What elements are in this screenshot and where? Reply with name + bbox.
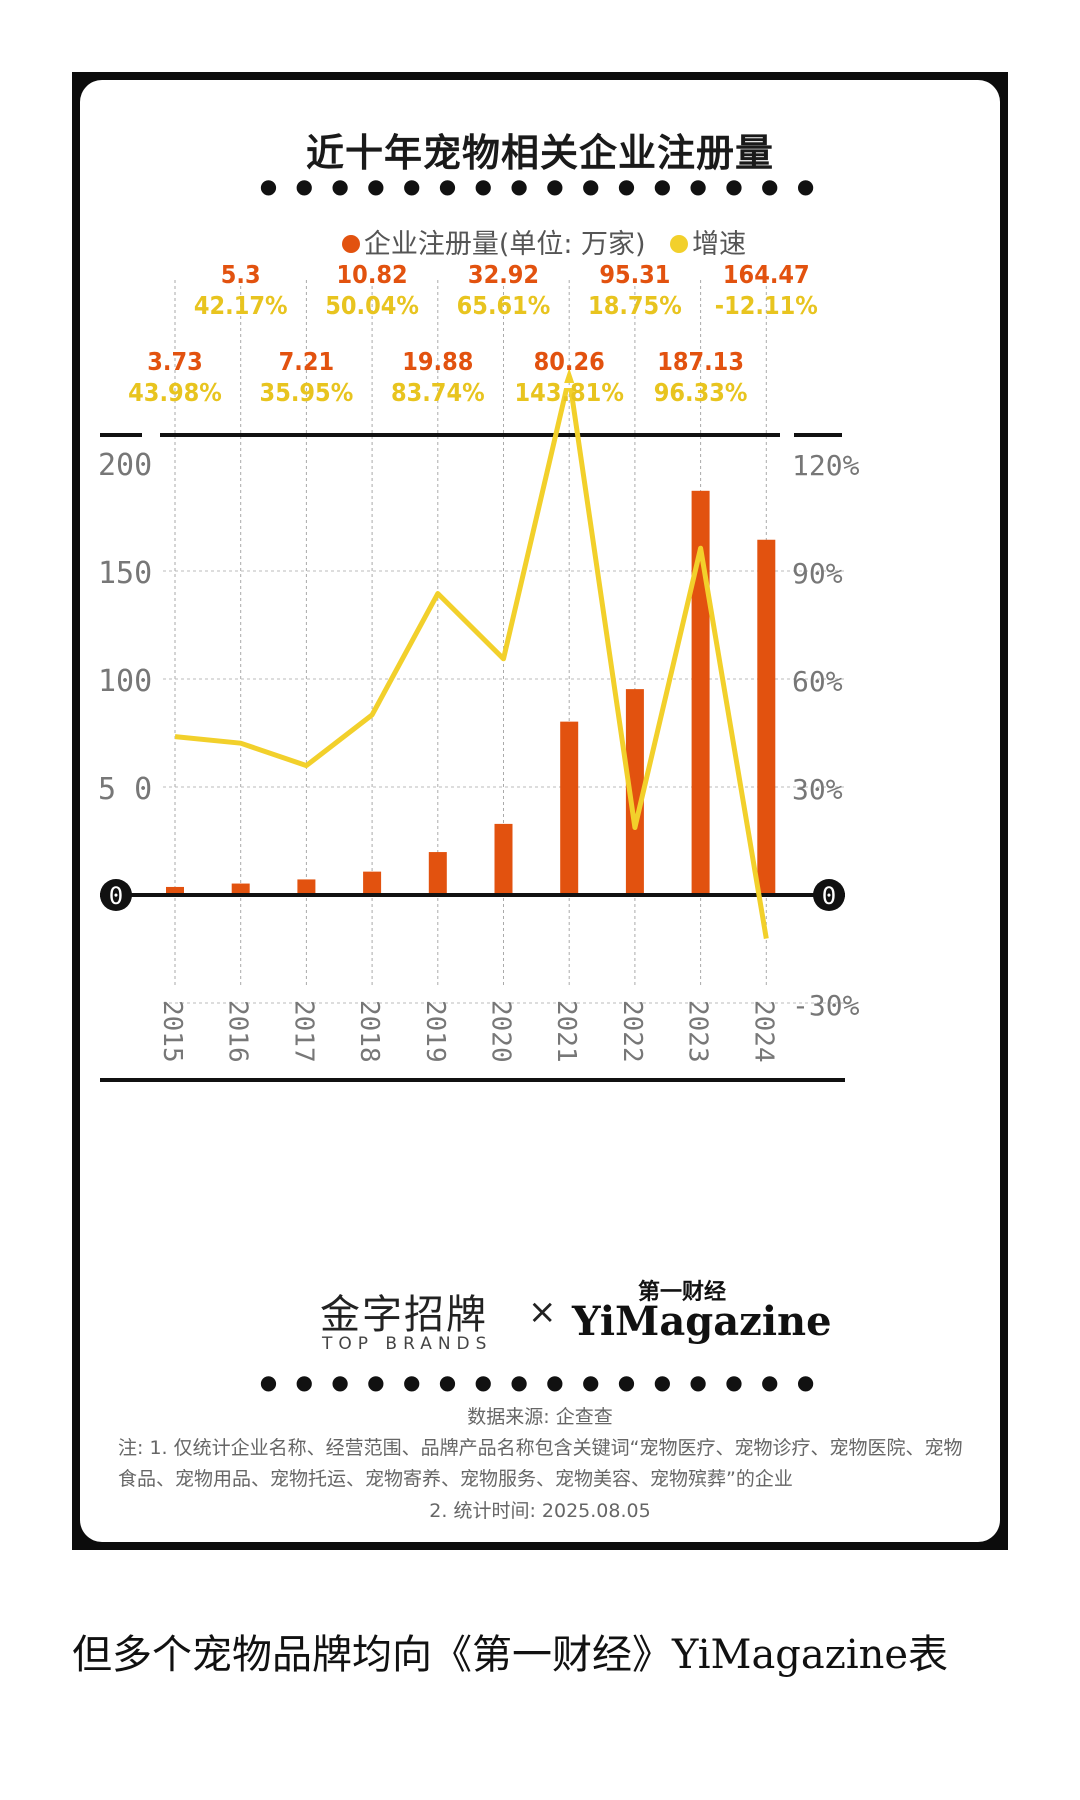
legend-bar-swatch	[341, 234, 360, 253]
bar	[625, 689, 644, 895]
bar-value-label: 5.3	[221, 260, 261, 289]
bar-value-label: 95.31	[599, 260, 670, 289]
bar-value-label: 32.92	[468, 260, 539, 289]
bar-value-label: 164.47	[723, 260, 810, 289]
bar	[691, 490, 710, 895]
chart-card: 近十年宠物相关企业注册量 ● ● ● ● ● ● ● ● ● ● ● ● ● ●…	[80, 80, 1000, 1542]
growth-line	[174, 388, 769, 940]
right-axis-tick: 90%	[792, 557, 843, 590]
bar-value-label: 80.26	[534, 347, 605, 376]
bar	[560, 721, 579, 895]
bar-value-label: 187.13	[657, 347, 744, 376]
growth-value-label: 50.04%	[325, 291, 419, 320]
right-axis-tick: 120%	[792, 449, 860, 482]
left-axis-tick: 200	[98, 448, 152, 483]
brand-cross: ×	[528, 1292, 557, 1332]
legend-line-swatch	[670, 234, 689, 253]
x-axis-label: 2017	[288, 1000, 318, 1063]
growth-value-label: 96.33%	[654, 378, 748, 407]
bar-value-label: 10.82	[337, 260, 408, 289]
legend: 企业注册量(单位: 万家) 增速	[80, 222, 1000, 261]
growth-value-label: 65.61%	[457, 291, 551, 320]
brand-left-en: TOP BRANDS	[322, 1334, 493, 1354]
zero-marker-right	[813, 879, 845, 911]
data-source: 数据来源: 企查查	[467, 1406, 613, 1428]
x-axis-label: 2023	[683, 1000, 713, 1063]
bar	[166, 886, 184, 895]
zero-label-left: 0	[109, 882, 123, 910]
growth-value-label: 83.74%	[391, 378, 485, 407]
bar	[231, 883, 250, 895]
brand-bar: 金字招牌 TOP BRANDS × 第一财经 YiMagazine	[80, 1270, 1000, 1360]
growth-value-label: 18.75%	[588, 291, 682, 320]
left-axis-tick: 150	[98, 556, 152, 591]
legend-line-label: 增速	[692, 229, 747, 260]
x-axis-label: 2024	[748, 1000, 778, 1063]
growth-value-label: 35.95%	[260, 378, 354, 407]
growth-peak-arrow	[564, 368, 575, 383]
left-axis-tick: 5 0	[98, 772, 152, 807]
x-axis-label: 2018	[354, 1000, 384, 1063]
dot-divider-bottom: ● ● ● ● ● ● ● ● ● ● ● ● ● ● ● ●	[259, 1370, 821, 1394]
growth-value-label: -12.11%	[715, 291, 818, 320]
right-axis-tick: 30%	[792, 773, 843, 806]
caption-text: 但多个宠物品牌均向《第一财经》YiMagazine表	[72, 1632, 949, 1678]
bar-value-label: 7.21	[279, 347, 335, 376]
bar-value-label: 3.73	[147, 347, 203, 376]
growth-value-label: 42.17%	[194, 291, 288, 320]
brand-left-cn: 金字招牌	[320, 1292, 488, 1338]
bar-value-label: 19.88	[402, 347, 473, 376]
note-line-1: 注: 1. 仅统计企业名称、经营范围、品牌产品名称包含关键词“宠物医疗、宠物诊疗…	[118, 1437, 963, 1490]
x-axis-label: 2019	[420, 1000, 450, 1063]
left-axis-tick: 100	[98, 664, 152, 699]
bar	[297, 879, 316, 895]
dot-divider: ● ● ● ● ● ● ● ● ● ● ● ● ● ● ● ●	[259, 174, 821, 198]
x-axis-label: 2015	[157, 1000, 187, 1063]
bar	[757, 539, 776, 895]
growth-value-label: 43.98%	[128, 378, 222, 407]
x-axis-label: 2020	[486, 1000, 516, 1063]
right-axis-tick: 60%	[792, 665, 843, 698]
bar	[428, 852, 447, 895]
right-axis-tick: -30%	[792, 989, 860, 1022]
brand-right-cn: 第一财经	[638, 1280, 727, 1305]
bar	[494, 823, 513, 895]
zero-label-right: 0	[822, 882, 836, 910]
brand-right-en: YiMagazine	[572, 1298, 832, 1345]
legend-bar-label: 企业注册量(单位: 万家)	[363, 229, 646, 260]
note-line-2: 2. 统计时间: 2025.08.05	[429, 1500, 651, 1522]
bar	[363, 871, 382, 895]
growth-value-label: 143.81%	[515, 378, 624, 407]
chart-title: 近十年宠物相关企业注册量	[305, 131, 774, 175]
x-axis-label: 2022	[617, 1000, 647, 1063]
x-axis-label: 2016	[223, 1000, 253, 1063]
zero-marker-left	[100, 879, 132, 911]
x-axis-label: 2021	[551, 1000, 581, 1063]
